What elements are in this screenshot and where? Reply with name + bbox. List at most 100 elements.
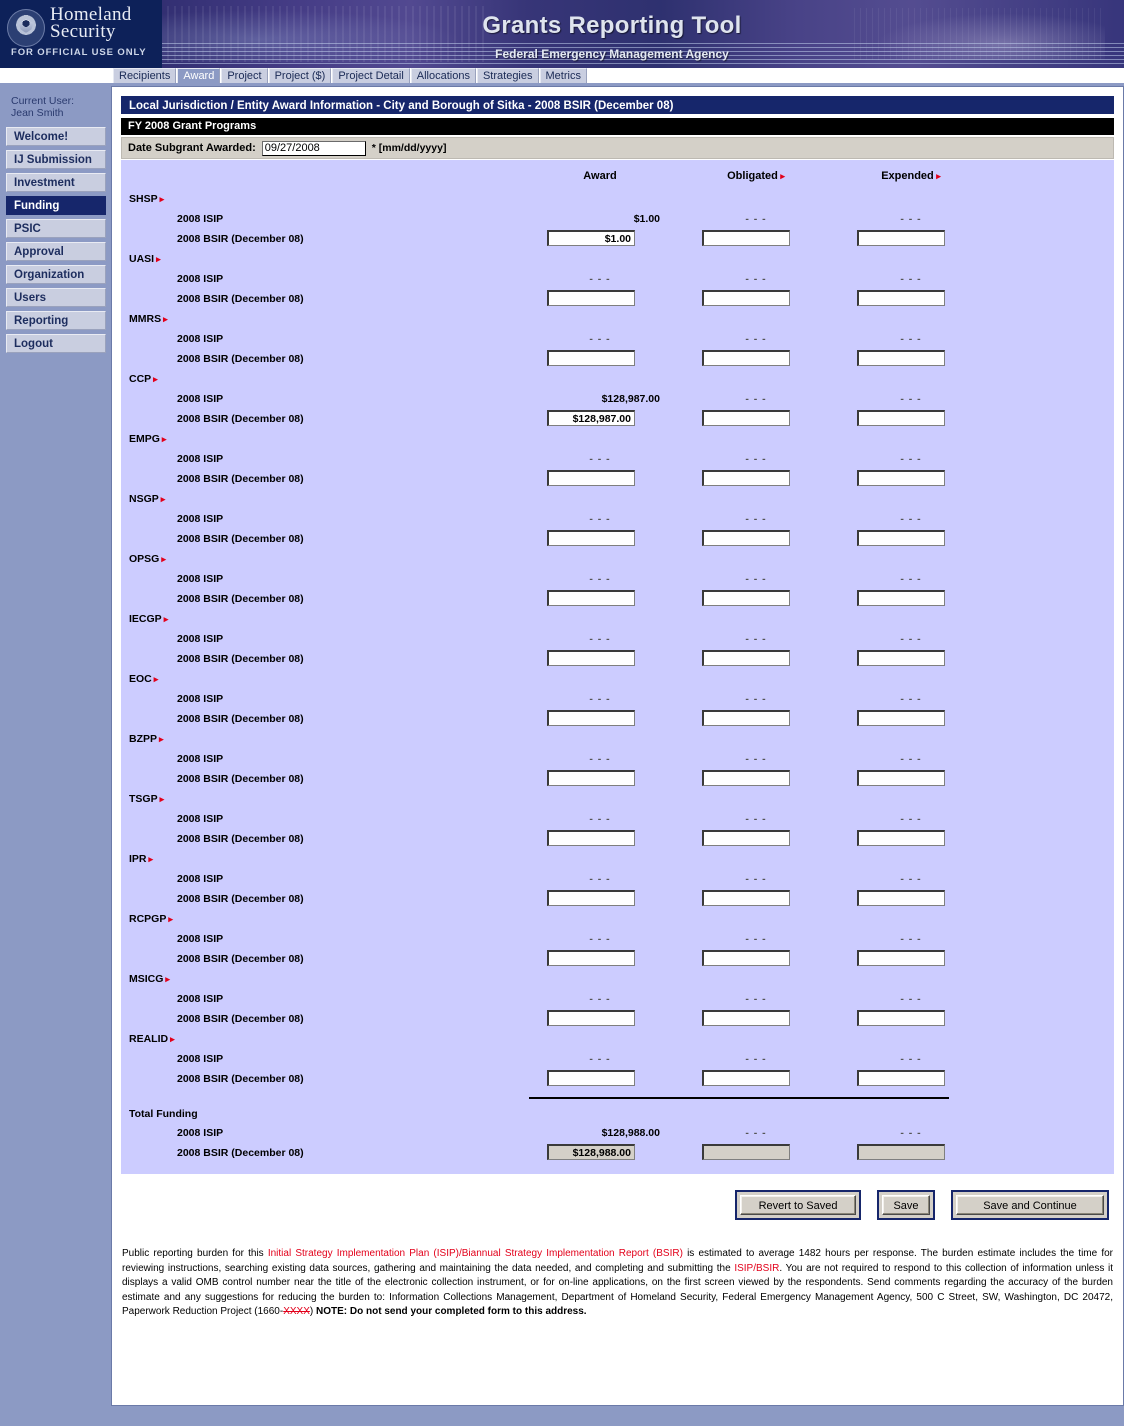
tab-project[interactable]: Project ($) [268, 68, 332, 83]
revert-to-saved-button[interactable]: Revert to Saved [740, 1195, 856, 1215]
award-input[interactable] [547, 830, 635, 846]
sidebar-item-funding[interactable]: Funding [6, 196, 106, 215]
award-input[interactable] [547, 1070, 635, 1086]
help-arrow-icon[interactable]: ▸ [161, 554, 166, 564]
award-input[interactable] [547, 650, 635, 666]
obligated-input[interactable] [702, 710, 790, 726]
expended-input[interactable] [857, 1010, 945, 1026]
expended-input-cell [857, 950, 945, 966]
help-arrow-icon[interactable]: ▸ [160, 494, 166, 504]
readonly-value-award: $1.00 [633, 213, 660, 225]
expended-input[interactable] [857, 710, 945, 726]
obligated-input[interactable] [702, 770, 790, 786]
tab-strategies[interactable]: Strategies [476, 68, 539, 83]
save-button[interactable]: Save [882, 1195, 930, 1215]
obligated-input[interactable] [702, 890, 790, 906]
tab-award[interactable]: Award [177, 68, 221, 83]
award-input[interactable] [547, 410, 635, 426]
tab-project[interactable]: Project [221, 68, 268, 83]
grant-programs-grid: Award Obligated ▸ Expended ▸ SHSP ▸ 2008 ISI… [121, 160, 1114, 1174]
expended-input[interactable] [857, 230, 945, 246]
help-arrow-icon[interactable]: ▸ [156, 254, 161, 264]
help-arrow-icon[interactable]: ▸ [159, 734, 164, 744]
sidebar-item-psic[interactable]: PSIC [6, 219, 106, 238]
award-input[interactable] [547, 590, 635, 606]
readonly-value-expended: - - - [900, 513, 922, 525]
help-arrow-icon[interactable]: ▸ [153, 374, 158, 384]
obligated-input[interactable] [702, 650, 790, 666]
tab-allocations[interactable]: Allocations [410, 68, 476, 83]
award-input[interactable] [547, 350, 635, 366]
help-arrow-icon[interactable]: ▸ [159, 194, 165, 204]
sidebar-item-ij-submission[interactable]: IJ Submission [6, 150, 106, 169]
award-input[interactable] [547, 770, 635, 786]
obligated-input[interactable] [702, 1070, 790, 1086]
expended-input[interactable] [857, 530, 945, 546]
help-arrow-icon[interactable]: ▸ [777, 171, 785, 181]
expended-input[interactable] [857, 350, 945, 366]
obligated-input[interactable] [702, 950, 790, 966]
help-arrow-icon[interactable]: ▸ [170, 1034, 175, 1044]
sidebar-item-organization[interactable]: Organization [6, 265, 106, 284]
obligated-input[interactable] [702, 350, 790, 366]
expended-input[interactable] [857, 950, 945, 966]
sidebar-item-reporting[interactable]: Reporting [6, 311, 106, 330]
readonly-value-expended: - - - [900, 333, 922, 345]
award-input[interactable] [547, 950, 635, 966]
award-input[interactable] [547, 230, 635, 246]
award-input[interactable] [547, 530, 635, 546]
tab-metrics[interactable]: Metrics [539, 68, 587, 83]
divider-line [529, 1097, 949, 1099]
row-label: 2008 BSIR (December 08) [177, 1147, 304, 1159]
award-input[interactable] [547, 470, 635, 486]
expended-input[interactable] [857, 590, 945, 606]
date-subgrant-awarded-input[interactable] [261, 140, 366, 156]
save-and-continue-button[interactable]: Save and Continue [956, 1195, 1104, 1215]
tab-project-detail[interactable]: Project Detail [332, 68, 410, 83]
date-format-hint: * [mm/dd/yyyy] [371, 142, 447, 154]
sidebar-item-investment[interactable]: Investment [6, 173, 106, 192]
help-arrow-icon[interactable]: ▸ [161, 434, 167, 444]
obligated-input[interactable] [702, 230, 790, 246]
obligated-input[interactable] [702, 290, 790, 306]
isip-bsir-short-link[interactable]: ISIP/BSIR [734, 1262, 780, 1274]
help-arrow-icon[interactable]: ▸ [168, 914, 173, 924]
help-arrow-icon[interactable]: ▸ [163, 314, 168, 324]
current-user-block: Current User: Jean Smith [0, 86, 110, 127]
obligated-input[interactable] [702, 530, 790, 546]
award-input[interactable] [547, 290, 635, 306]
help-arrow-icon[interactable]: ▸ [163, 614, 169, 624]
isip-bsir-link[interactable]: Initial Strategy Implementation Plan (IS… [267, 1248, 683, 1259]
expended-input[interactable] [857, 890, 945, 906]
obligated-input[interactable] [702, 410, 790, 426]
expended-input[interactable] [857, 290, 945, 306]
help-arrow-icon[interactable]: ▸ [165, 974, 170, 984]
expended-input[interactable] [857, 770, 945, 786]
sidebar-item-welcome[interactable]: Welcome! [6, 127, 106, 146]
obligated-input[interactable] [702, 830, 790, 846]
obligated-input-cell [702, 890, 790, 906]
award-input[interactable] [547, 890, 635, 906]
sidebar-item-approval[interactable]: Approval [6, 242, 106, 261]
expended-input[interactable] [857, 410, 945, 426]
award-input[interactable] [547, 710, 635, 726]
obligated-input[interactable] [702, 1010, 790, 1026]
help-arrow-icon[interactable]: ▸ [933, 171, 941, 181]
column-header-label: Award [583, 170, 617, 182]
row-label: 2008 BSIR (December 08) [177, 653, 304, 665]
tab-recipients[interactable]: Recipients [113, 68, 177, 83]
readonly-value-obligated: - - - [745, 573, 767, 585]
obligated-input[interactable] [702, 470, 790, 486]
help-arrow-icon[interactable]: ▸ [148, 854, 154, 864]
readonly-value-expended: - - - [900, 813, 922, 825]
help-arrow-icon[interactable]: ▸ [159, 794, 165, 804]
obligated-input[interactable] [702, 590, 790, 606]
expended-input[interactable] [857, 470, 945, 486]
expended-input[interactable] [857, 830, 945, 846]
sidebar-item-logout[interactable]: Logout [6, 334, 106, 353]
expended-input[interactable] [857, 650, 945, 666]
help-arrow-icon[interactable]: ▸ [153, 674, 159, 684]
sidebar-item-users[interactable]: Users [6, 288, 106, 307]
award-input[interactable] [547, 1010, 635, 1026]
expended-input[interactable] [857, 1070, 945, 1086]
